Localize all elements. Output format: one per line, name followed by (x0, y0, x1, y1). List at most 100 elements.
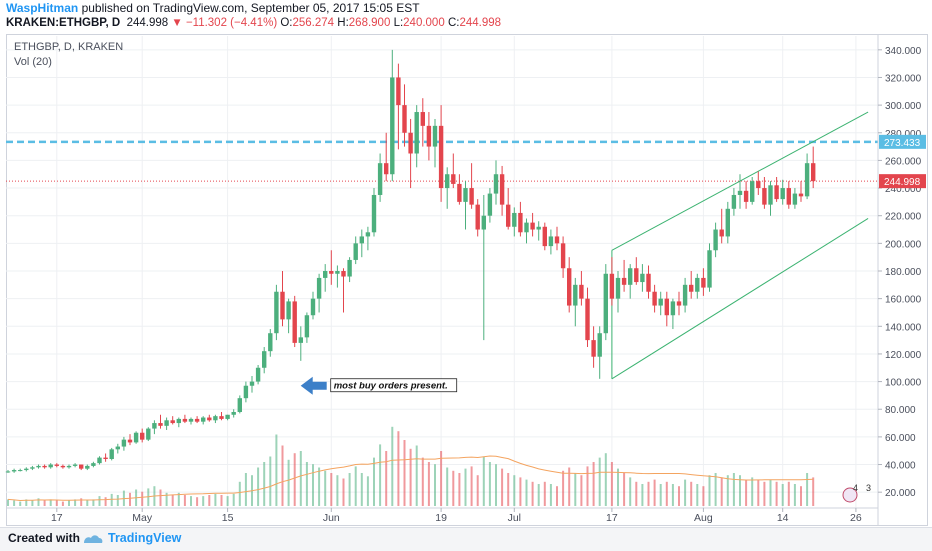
volume-bar (464, 468, 467, 506)
tradingview-logo-icon[interactable] (82, 532, 104, 546)
volume-bar (397, 431, 400, 506)
left-arrow-icon[interactable] (300, 376, 327, 395)
ohlc-bar: KRAKEN:ETHGBP, D 244.998 ▼ −11.302 (−4.4… (6, 17, 501, 29)
candle-body (72, 464, 78, 466)
volume-bar (19, 501, 22, 506)
volume-bar (104, 497, 107, 506)
candle-body (219, 416, 224, 419)
candle-body (573, 284, 578, 306)
y-tick-label: 120.000 (885, 350, 922, 361)
x-tick-label: 17 (606, 512, 618, 524)
candle-body (798, 193, 804, 197)
candle-body (487, 193, 493, 216)
candle-body (475, 204, 480, 230)
candle-body (213, 416, 218, 421)
volume-bars (7, 426, 815, 506)
footer: Created with TradingView (0, 527, 932, 551)
chart-frame (6, 34, 928, 526)
candle-body (432, 125, 438, 147)
candle-body (66, 465, 72, 468)
candle-body (280, 291, 285, 320)
y-tick-label: 280.000 (885, 129, 922, 140)
volume-bar (196, 497, 199, 506)
volume-bar (391, 426, 394, 506)
volume-bar (434, 464, 436, 506)
candle-body (91, 463, 96, 466)
y-tick-label: 160.000 (885, 295, 922, 306)
y-tick-label: 220.000 (885, 212, 922, 223)
open-label: O: (280, 17, 293, 29)
volume-bar (586, 466, 589, 506)
volume-bar (726, 475, 729, 506)
publish-info: WaspHitman published on TradingView.com,… (6, 1, 420, 15)
candlesticks (5, 49, 816, 473)
tradingview-brand[interactable]: TradingView (108, 531, 182, 545)
candle-body (377, 163, 383, 195)
volume-bar (129, 492, 131, 506)
legend-volume: Vol (20) (14, 56, 52, 68)
candle-body (743, 190, 749, 202)
candle-body (182, 418, 188, 422)
current-price-tag (879, 174, 926, 189)
low-value: 240.000 (403, 17, 445, 29)
x-tick-label: 17 (51, 512, 63, 524)
candle-body (231, 412, 236, 415)
candle-body (554, 236, 560, 244)
volume-bar (171, 495, 174, 506)
volume-bar (757, 479, 760, 506)
volume-bar (55, 500, 58, 506)
candle-body (249, 381, 255, 386)
candle-body (414, 112, 419, 154)
volume-bar (220, 495, 223, 506)
volume-bar (641, 484, 644, 506)
volume-bar (507, 473, 510, 506)
volume-bar (299, 451, 302, 506)
volume-bar (659, 484, 662, 506)
volume-bar (678, 486, 680, 506)
candle-body (170, 420, 175, 424)
candle-body (85, 465, 90, 469)
x-tick-label: May (132, 512, 153, 524)
candle-body (292, 301, 297, 343)
volume-bar (354, 466, 357, 506)
y-tick-label: 340.000 (885, 46, 922, 57)
candle-body (768, 185, 773, 205)
candle-body (121, 439, 127, 447)
volume-bar (446, 467, 449, 506)
candle-body (658, 298, 663, 306)
volume-bar (702, 486, 705, 506)
price-axis[interactable]: 20.000 40.000 60.000 80.000 100.000 120.000 14… (878, 46, 922, 499)
volume-bar (452, 470, 455, 506)
annotation-group[interactable]: most buy orders present. (300, 376, 458, 395)
down-triangle-icon: ▼ (171, 17, 183, 29)
candle-body (127, 439, 133, 443)
price-change: −11.302 (−4.41%) (185, 17, 278, 29)
x-tick-label: 14 (777, 512, 789, 524)
candle-body (652, 291, 657, 306)
author-name[interactable]: WaspHitman (6, 1, 79, 15)
candle-body (158, 423, 163, 426)
volume-bar (739, 475, 741, 506)
volume-bar (617, 468, 619, 506)
x-tick-label: 15 (222, 512, 234, 524)
candle-body (469, 188, 474, 205)
y-tick-label: 260.000 (885, 156, 922, 167)
time-axis[interactable]: 17 May 15 Jun 19 Jul 17 Aug 14 26 (51, 508, 862, 524)
volume-bar (61, 501, 64, 506)
candle-body (188, 418, 194, 422)
volume-bar (629, 477, 632, 506)
x-tick-label: Aug (694, 512, 713, 524)
candle-body (5, 471, 11, 473)
resistance-tag (879, 134, 926, 149)
candle-body (335, 271, 340, 274)
annotation-text: most buy orders present. (334, 381, 448, 392)
volume-bar (769, 479, 772, 506)
candle-body (493, 174, 499, 194)
volume-bar (495, 464, 497, 506)
volume-bar (312, 464, 314, 506)
candle-body (60, 465, 66, 468)
volume-bar (745, 479, 748, 506)
channel-lower-line[interactable] (611, 218, 869, 380)
candle-body (774, 185, 779, 200)
price-chart[interactable]: ETHGBP, D, KRAKEN Vol (20) most buy orde… (0, 0, 932, 527)
